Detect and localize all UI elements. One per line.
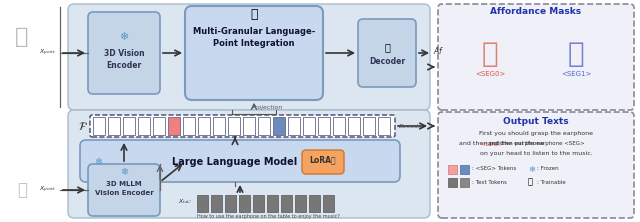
FancyBboxPatch shape bbox=[68, 4, 430, 110]
Text: Affordance Masks: Affordance Masks bbox=[490, 8, 582, 16]
Text: ❄: ❄ bbox=[119, 32, 129, 42]
FancyBboxPatch shape bbox=[378, 117, 390, 135]
Text: : Text Tokens: : Text Tokens bbox=[472, 180, 507, 184]
Text: $\mathcal{F}$: $\mathcal{F}$ bbox=[78, 120, 88, 132]
FancyBboxPatch shape bbox=[93, 117, 105, 135]
FancyBboxPatch shape bbox=[303, 117, 315, 135]
Text: 🔥: 🔥 bbox=[384, 42, 390, 52]
FancyBboxPatch shape bbox=[358, 19, 416, 87]
FancyBboxPatch shape bbox=[108, 117, 120, 135]
FancyBboxPatch shape bbox=[197, 195, 208, 212]
FancyBboxPatch shape bbox=[213, 117, 225, 135]
FancyBboxPatch shape bbox=[88, 12, 160, 94]
FancyBboxPatch shape bbox=[183, 117, 195, 135]
FancyBboxPatch shape bbox=[438, 4, 634, 110]
FancyBboxPatch shape bbox=[302, 150, 344, 174]
Text: 🎧: 🎧 bbox=[15, 27, 29, 47]
Text: 🔥: 🔥 bbox=[528, 178, 533, 186]
FancyBboxPatch shape bbox=[448, 178, 457, 187]
Text: $X_{txt}$:: $X_{txt}$: bbox=[178, 198, 193, 206]
FancyBboxPatch shape bbox=[460, 178, 469, 187]
Text: : <SEG> Tokens: : <SEG> Tokens bbox=[472, 166, 516, 172]
Text: Decode: Decode bbox=[399, 123, 423, 129]
FancyBboxPatch shape bbox=[267, 195, 278, 212]
Text: Point Integration: Point Integration bbox=[213, 38, 295, 48]
Text: 🎧: 🎧 bbox=[482, 40, 499, 68]
Text: ❄: ❄ bbox=[120, 167, 128, 177]
Text: Encoder: Encoder bbox=[106, 61, 141, 69]
FancyBboxPatch shape bbox=[281, 195, 292, 212]
Text: : Frozen: : Frozen bbox=[537, 166, 559, 172]
Text: $Af$: $Af$ bbox=[433, 46, 444, 57]
FancyBboxPatch shape bbox=[288, 117, 300, 135]
FancyBboxPatch shape bbox=[228, 117, 240, 135]
Text: How to use the earphone on the table to enjoy the music?: How to use the earphone on the table to … bbox=[197, 214, 340, 218]
Text: and then put the earphone <SEG>: and then put the earphone <SEG> bbox=[488, 141, 584, 147]
FancyBboxPatch shape bbox=[448, 165, 457, 174]
FancyBboxPatch shape bbox=[333, 117, 345, 135]
Text: ❄: ❄ bbox=[94, 157, 102, 167]
Text: : Trainable: : Trainable bbox=[537, 180, 566, 184]
FancyBboxPatch shape bbox=[80, 140, 400, 182]
FancyBboxPatch shape bbox=[323, 195, 334, 212]
Text: <SEG0>: <SEG0> bbox=[475, 71, 505, 77]
FancyBboxPatch shape bbox=[90, 115, 395, 137]
Text: <SEG>: <SEG> bbox=[480, 141, 503, 147]
Text: Output Texts: Output Texts bbox=[503, 117, 569, 127]
Text: 🎧: 🎧 bbox=[17, 181, 27, 199]
Text: LoRA🔥: LoRA🔥 bbox=[310, 155, 336, 165]
FancyBboxPatch shape bbox=[258, 117, 270, 135]
Text: on your head to listen to the music.: on your head to listen to the music. bbox=[479, 151, 593, 157]
Text: 🎧: 🎧 bbox=[568, 40, 584, 68]
Text: Vision Encoder: Vision Encoder bbox=[95, 190, 154, 196]
FancyBboxPatch shape bbox=[363, 117, 375, 135]
FancyBboxPatch shape bbox=[309, 195, 320, 212]
FancyBboxPatch shape bbox=[348, 117, 360, 135]
FancyBboxPatch shape bbox=[273, 117, 285, 135]
FancyBboxPatch shape bbox=[185, 6, 323, 100]
Text: $X_{point}$: $X_{point}$ bbox=[39, 48, 57, 58]
FancyBboxPatch shape bbox=[239, 195, 250, 212]
Text: Multi-Granular Language-: Multi-Granular Language- bbox=[193, 28, 315, 36]
Text: ❄: ❄ bbox=[528, 165, 535, 174]
Text: Large Language Model: Large Language Model bbox=[172, 157, 298, 167]
Text: 3D Vision: 3D Vision bbox=[104, 50, 144, 59]
FancyBboxPatch shape bbox=[198, 117, 210, 135]
FancyBboxPatch shape bbox=[168, 117, 180, 135]
Text: 3D MLLM: 3D MLLM bbox=[106, 181, 142, 187]
FancyBboxPatch shape bbox=[88, 164, 160, 216]
Text: $X_{point}$: $X_{point}$ bbox=[39, 185, 57, 195]
FancyBboxPatch shape bbox=[295, 195, 306, 212]
FancyBboxPatch shape bbox=[318, 117, 330, 135]
FancyBboxPatch shape bbox=[460, 165, 469, 174]
FancyBboxPatch shape bbox=[253, 195, 264, 212]
Text: 🔥: 🔥 bbox=[250, 8, 258, 22]
FancyBboxPatch shape bbox=[123, 117, 135, 135]
FancyBboxPatch shape bbox=[138, 117, 150, 135]
Text: and then put the earphone: and then put the earphone bbox=[459, 141, 544, 147]
FancyBboxPatch shape bbox=[211, 195, 222, 212]
Text: First you should grasp the earphone: First you should grasp the earphone bbox=[479, 131, 593, 137]
Text: <SEG1>: <SEG1> bbox=[561, 71, 591, 77]
FancyBboxPatch shape bbox=[225, 195, 236, 212]
FancyBboxPatch shape bbox=[68, 110, 430, 218]
FancyBboxPatch shape bbox=[153, 117, 165, 135]
Text: Projection: Projection bbox=[252, 105, 284, 111]
FancyBboxPatch shape bbox=[243, 117, 255, 135]
Text: Decoder: Decoder bbox=[369, 57, 405, 67]
FancyBboxPatch shape bbox=[438, 112, 634, 218]
